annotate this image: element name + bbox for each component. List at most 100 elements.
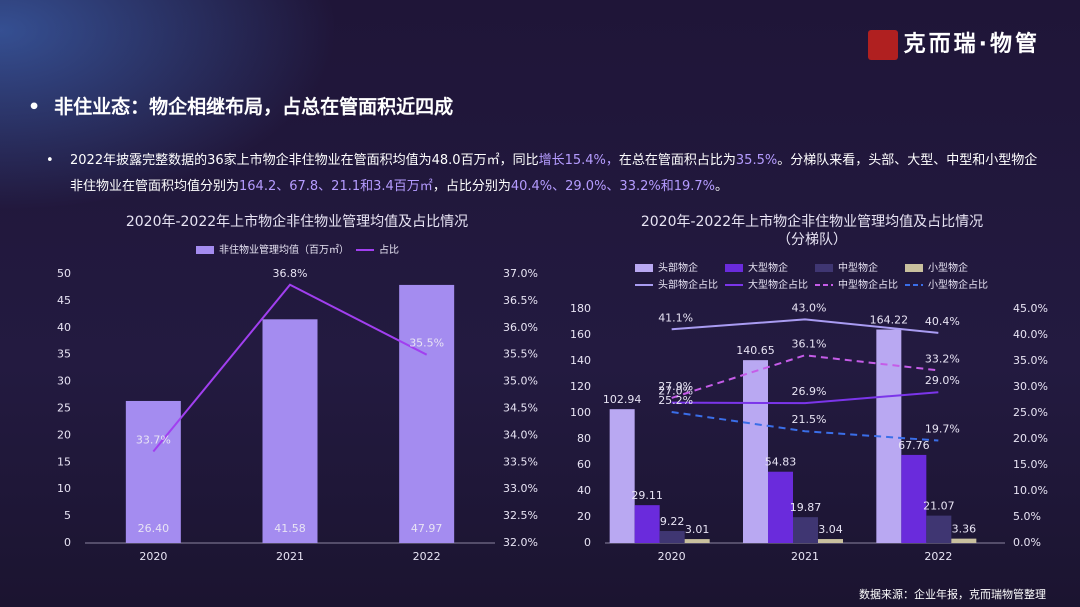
y-tick-label: 25 xyxy=(57,402,71,415)
paragraph-segment: 35.5% xyxy=(735,153,778,168)
legend-label: 中型物企占比 xyxy=(838,278,898,291)
paragraph-segment: ，占比分别为 xyxy=(432,179,511,194)
line-value-label: 40.4% xyxy=(925,315,960,328)
line-value-label: 41.1% xyxy=(658,311,693,324)
y2-tick-label: 32.5% xyxy=(503,509,538,522)
y2-tick-label: 0.0% xyxy=(1013,536,1041,549)
bar xyxy=(818,539,843,543)
bar-value-label: 3.36 xyxy=(952,523,977,536)
paragraph-segment: 。 xyxy=(715,179,729,194)
y-tick-label: 120 xyxy=(570,380,591,393)
bar-value-label: 9.22 xyxy=(660,515,685,528)
paragraph-segment: 40.4%、29.0%、33.2%和19.7% xyxy=(510,179,716,194)
legend-swatch xyxy=(196,246,214,254)
y-tick-label: 20 xyxy=(57,428,71,441)
y2-tick-label: 37.0% xyxy=(503,267,538,280)
paragraph: 2022年披露完整数据的36家上市物企非住物业在管面积均值为48.0百万㎡，同比… xyxy=(46,148,1050,200)
y2-tick-label: 20.0% xyxy=(1013,432,1048,445)
bar-value-label: 26.40 xyxy=(138,522,170,535)
line-value-label: 43.0% xyxy=(792,301,827,314)
legend-swatch xyxy=(635,264,653,272)
x-tick-label: 2020 xyxy=(658,550,686,563)
line-value-label: 25.2% xyxy=(658,394,693,407)
y-tick-label: 80 xyxy=(577,432,591,445)
line-value-label: 19.7% xyxy=(925,423,960,436)
legend-label: 中型物企 xyxy=(838,261,878,274)
bar xyxy=(951,538,977,543)
bar xyxy=(684,539,710,543)
line-series xyxy=(671,410,939,442)
bar xyxy=(768,471,793,543)
y-tick-label: 5 xyxy=(64,509,71,522)
y2-tick-label: 45.0% xyxy=(1013,302,1048,315)
legend-label: 头部物企 xyxy=(658,261,698,274)
bar xyxy=(926,515,952,543)
legend-swatch xyxy=(815,264,833,272)
y-tick-label: 15 xyxy=(57,455,71,468)
y2-tick-label: 5.0% xyxy=(1013,510,1041,523)
legend-swatch xyxy=(905,264,923,272)
chart-title: 2020年-2022年上市物企非住物业管理均值及占比情况 xyxy=(126,213,468,230)
paragraph-segment: 2022年披露完整数据的36家上市物企非住物业在管面积均值为48.0百万㎡，同比 xyxy=(70,153,539,168)
x-tick-label: 2022 xyxy=(924,550,952,563)
y-tick-label: 35 xyxy=(57,348,71,361)
bar xyxy=(262,319,318,543)
legend-label: 小型物企 xyxy=(928,261,968,274)
paragraph-segment: 。分梯队来看，头部、大型、中型和小型物企非住物业在管面积均值分别为 xyxy=(70,153,1038,194)
bar-value-label: 21.07 xyxy=(923,500,955,513)
y-tick-label: 0 xyxy=(64,536,71,549)
x-tick-label: 2021 xyxy=(276,550,304,563)
line-series xyxy=(671,354,939,399)
x-tick-label: 2022 xyxy=(413,550,441,563)
y2-tick-label: 36.5% xyxy=(503,294,538,307)
bar-value-label: 47.97 xyxy=(411,522,443,535)
y2-tick-label: 10.0% xyxy=(1013,484,1048,497)
line-series xyxy=(671,391,939,405)
bar-value-label: 29.11 xyxy=(631,489,663,502)
line-value-label: 26.9% xyxy=(792,385,827,398)
legend-label: 头部物企占比 xyxy=(658,278,718,291)
legend-swatch xyxy=(725,264,743,272)
line-value-label: 27.9% xyxy=(658,380,693,393)
header-title: 非住业态：物企相继布局，占总在管面积近四成 xyxy=(28,92,453,119)
y-tick-label: 100 xyxy=(570,406,591,419)
bar xyxy=(399,284,455,543)
legend-label: 占比 xyxy=(379,243,399,256)
y2-tick-label: 15.0% xyxy=(1013,458,1048,471)
chart-title: 2020年-2022年上市物企非住物业管理均值及占比情况 xyxy=(641,213,983,230)
y2-tick-label: 35.0% xyxy=(503,375,538,388)
line-value-label: 36.8% xyxy=(273,267,308,280)
y2-tick-label: 34.0% xyxy=(503,428,538,441)
bar-value-label: 3.01 xyxy=(685,523,710,536)
logo-text: 克而瑞·物管 xyxy=(903,32,1040,57)
line-value-label: 36.1% xyxy=(792,337,827,350)
y2-tick-label: 35.0% xyxy=(1013,354,1048,367)
y-tick-label: 10 xyxy=(57,482,71,495)
bar-value-label: 140.65 xyxy=(736,344,775,357)
x-tick-label: 2020 xyxy=(139,550,167,563)
y-tick-label: 30 xyxy=(57,375,71,388)
y-tick-label: 40 xyxy=(57,321,71,334)
y2-tick-label: 33.5% xyxy=(503,455,538,468)
y2-tick-label: 35.5% xyxy=(503,348,538,361)
legend-label: 大型物企 xyxy=(748,261,788,274)
x-tick-label: 2021 xyxy=(791,550,819,563)
y-tick-label: 45 xyxy=(57,294,71,307)
y-tick-label: 20 xyxy=(577,510,591,523)
legend-label: 非住物业管理均值（百万㎡） xyxy=(219,243,349,256)
y-tick-label: 60 xyxy=(577,458,591,471)
y-tick-label: 50 xyxy=(57,267,71,280)
bar-value-label: 164.22 xyxy=(870,314,909,327)
paragraph-segment: 164.2、67.8、21.1和3.4百万㎡ xyxy=(239,179,433,194)
legend-label: 小型物企占比 xyxy=(928,278,988,291)
y2-tick-label: 40.0% xyxy=(1013,328,1048,341)
y2-tick-label: 30.0% xyxy=(1013,380,1048,393)
y2-tick-label: 33.0% xyxy=(503,482,538,495)
bar xyxy=(609,409,635,543)
y-tick-label: 140 xyxy=(570,354,591,367)
logo: 克而瑞·物管 xyxy=(867,26,1040,60)
bar xyxy=(793,517,818,543)
bar-value-label: 102.94 xyxy=(603,393,642,406)
